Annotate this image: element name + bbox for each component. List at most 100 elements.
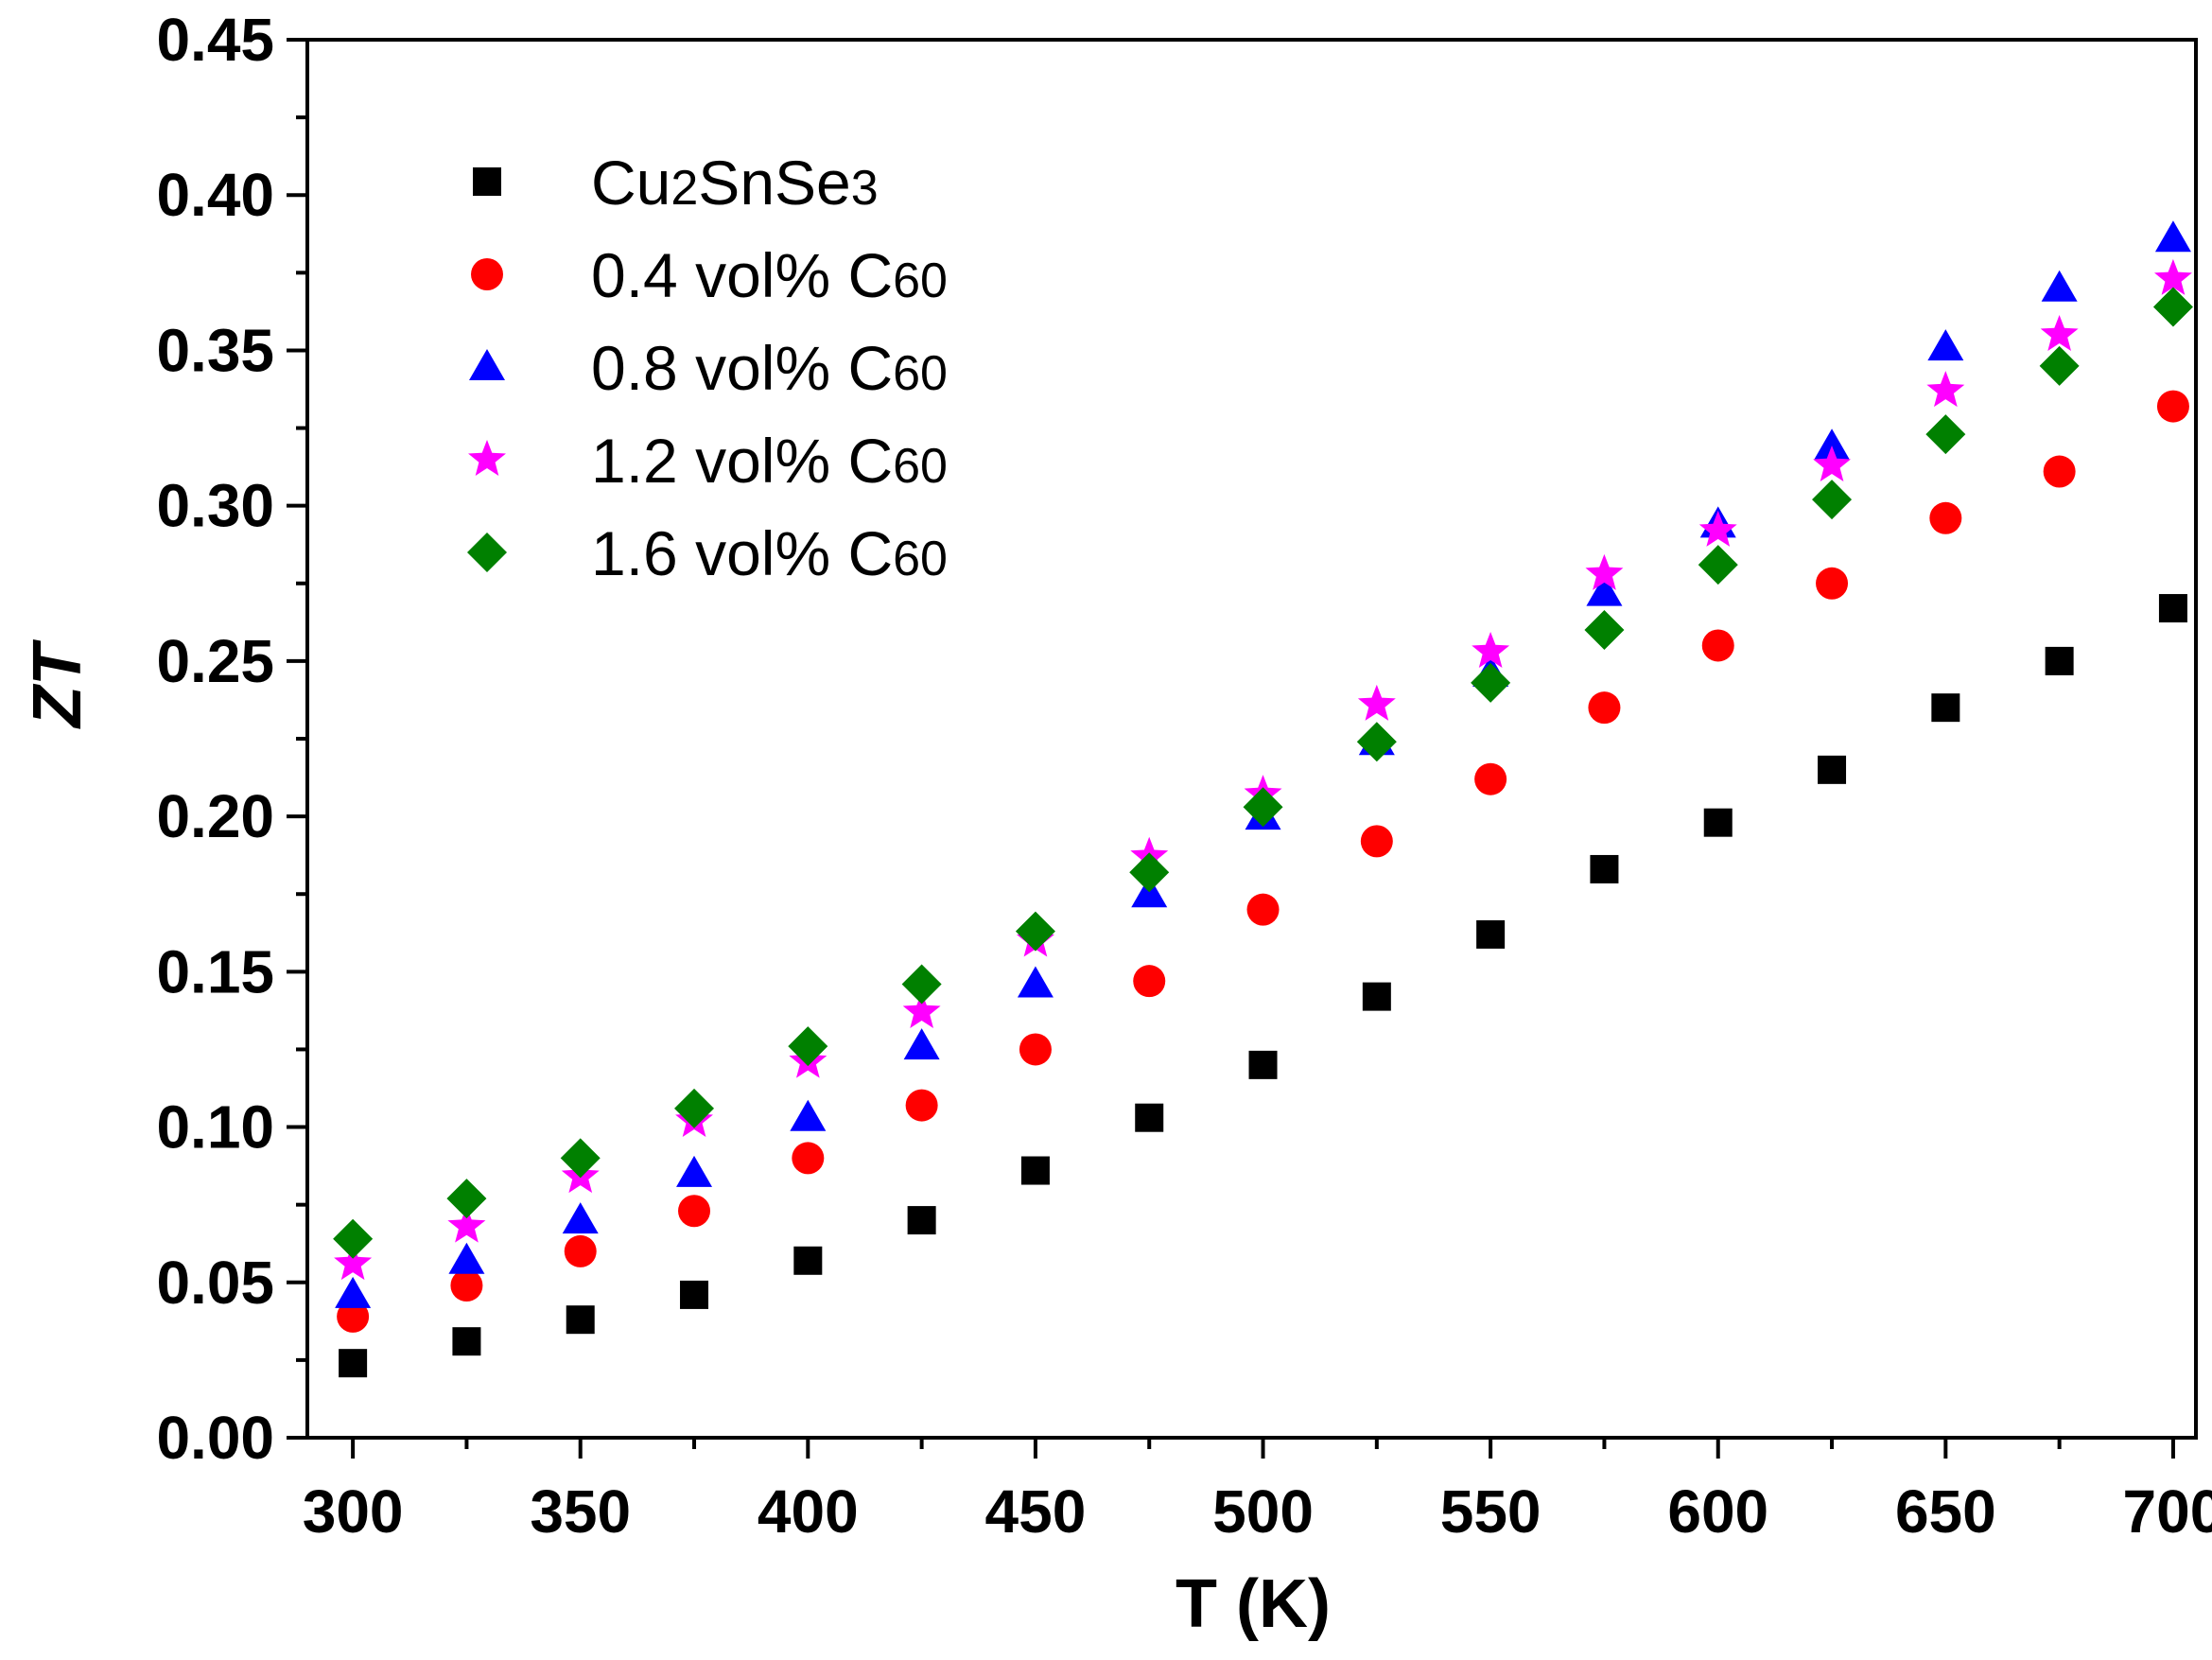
y-tick-label: 0.25 bbox=[156, 627, 274, 695]
data-markers bbox=[333, 220, 2193, 1378]
data-point bbox=[1133, 965, 1166, 998]
y-tick-label: 0.05 bbox=[156, 1249, 274, 1317]
data-point bbox=[905, 1089, 938, 1122]
data-point bbox=[2154, 258, 2192, 295]
data-point bbox=[339, 1349, 368, 1378]
data-point bbox=[1471, 662, 1511, 703]
data-point bbox=[1248, 1050, 1278, 1079]
series-circle bbox=[337, 390, 2189, 1333]
x-tick-label: 550 bbox=[1440, 1477, 1541, 1546]
data-point bbox=[1474, 762, 1507, 795]
data-point bbox=[1019, 1033, 1052, 1066]
data-point bbox=[1814, 428, 1851, 461]
data-point bbox=[1360, 825, 1393, 858]
x-tick-label: 700 bbox=[2123, 1477, 2212, 1546]
y-tick-label: 0.20 bbox=[156, 782, 274, 850]
legend-label: 0.8 vol% C60 bbox=[591, 333, 948, 403]
data-point bbox=[674, 1088, 715, 1128]
y-tick-label: 0.40 bbox=[156, 161, 274, 229]
data-point bbox=[333, 1218, 374, 1259]
data-point bbox=[676, 1155, 713, 1187]
x-tick-label: 650 bbox=[1895, 1477, 1996, 1546]
data-point bbox=[1015, 911, 1055, 952]
data-point bbox=[1698, 545, 1738, 585]
data-point bbox=[2041, 270, 2078, 302]
data-point bbox=[1926, 371, 1965, 408]
data-point bbox=[1927, 329, 1964, 361]
x-tick-label: 600 bbox=[1667, 1477, 1768, 1546]
data-point bbox=[901, 964, 942, 1005]
data-point bbox=[793, 1246, 823, 1275]
series-square bbox=[339, 594, 2187, 1378]
data-point bbox=[1703, 808, 1733, 837]
data-point bbox=[562, 1202, 599, 1234]
y-tick-label: 0.45 bbox=[156, 6, 274, 74]
series-star bbox=[334, 258, 2192, 1281]
y-tick-label: 0.00 bbox=[156, 1404, 274, 1472]
data-point bbox=[1818, 755, 1847, 784]
y-tick-label: 0.15 bbox=[156, 937, 274, 1005]
data-point bbox=[1129, 852, 1170, 893]
data-point bbox=[1356, 722, 1397, 762]
data-point bbox=[560, 1138, 601, 1179]
data-point bbox=[1929, 501, 1962, 534]
data-point bbox=[2040, 315, 2079, 351]
data-point bbox=[1925, 414, 1966, 455]
data-point bbox=[1701, 629, 1734, 662]
legend-marker bbox=[471, 258, 503, 290]
data-point bbox=[902, 992, 941, 1028]
data-point bbox=[337, 1300, 370, 1333]
data-point bbox=[1584, 610, 1625, 651]
legend-marker bbox=[467, 533, 507, 572]
data-point bbox=[452, 1327, 481, 1356]
legend-label: Cu2SnSe3 bbox=[591, 148, 879, 218]
x-tick-label: 300 bbox=[303, 1477, 404, 1546]
data-point bbox=[2039, 345, 2080, 386]
data-point bbox=[903, 1028, 940, 1060]
axes: 300 350 400 450 500 550 600 650 700 0.00 0.05 0.10 0… bbox=[156, 6, 2212, 1546]
data-point bbox=[2043, 455, 2076, 488]
data-point bbox=[1585, 553, 1624, 590]
legend-label: 0.4 vol% C60 bbox=[591, 240, 948, 310]
data-point bbox=[2045, 646, 2074, 675]
data-point bbox=[680, 1280, 709, 1309]
data-point bbox=[564, 1234, 597, 1267]
x-axis-title: T (K) bbox=[1176, 1566, 1331, 1642]
legend-label: 1.2 vol% C60 bbox=[591, 426, 948, 496]
y-tick-label: 0.10 bbox=[156, 1093, 274, 1162]
data-point bbox=[2156, 390, 2189, 423]
data-point bbox=[1020, 1156, 1050, 1185]
data-point bbox=[2158, 594, 2187, 623]
data-point bbox=[450, 1269, 483, 1302]
data-point bbox=[446, 1179, 487, 1219]
data-point bbox=[1246, 893, 1280, 926]
data-point bbox=[1362, 982, 1391, 1011]
x-tick-label: 350 bbox=[530, 1477, 631, 1546]
x-tick-label: 400 bbox=[758, 1477, 859, 1546]
data-point bbox=[1813, 446, 1851, 481]
data-point bbox=[1586, 574, 1623, 606]
y-tick-label: 0.35 bbox=[156, 316, 274, 384]
data-point bbox=[1816, 567, 1849, 600]
legend: Cu2SnSe3 0.4 vol% C60 0.8 vol% C60 1.2 vol%… bbox=[467, 148, 948, 588]
data-point bbox=[1472, 632, 1510, 668]
data-point bbox=[1590, 854, 1619, 883]
series-diamond bbox=[333, 287, 2193, 1259]
x-tick-label: 450 bbox=[985, 1477, 1087, 1546]
legend-label: 1.6 vol% C60 bbox=[591, 518, 948, 588]
data-point bbox=[907, 1206, 936, 1235]
legend-marker bbox=[469, 349, 505, 380]
data-point bbox=[1243, 787, 1283, 828]
data-point bbox=[448, 1242, 485, 1274]
data-point bbox=[790, 1099, 827, 1131]
data-point bbox=[334, 1244, 373, 1281]
data-point bbox=[1698, 510, 1737, 547]
data-point bbox=[1135, 1103, 1164, 1132]
data-point bbox=[2154, 220, 2191, 253]
data-point bbox=[566, 1305, 595, 1335]
legend-marker bbox=[473, 167, 501, 196]
y-tick-label: 0.30 bbox=[156, 472, 274, 540]
legend-marker bbox=[468, 440, 506, 476]
